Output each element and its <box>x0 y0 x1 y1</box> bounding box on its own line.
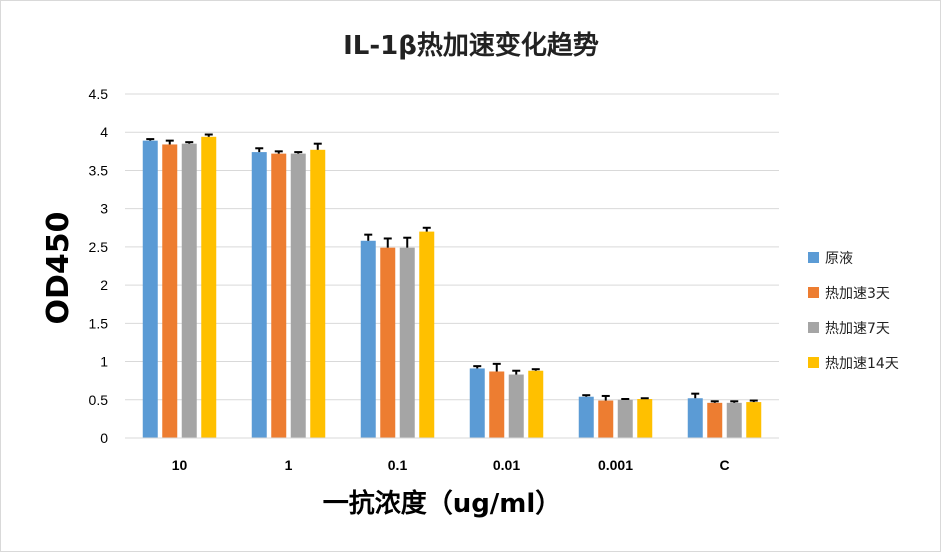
bar <box>290 153 306 439</box>
x-tick-label: 1 <box>285 457 293 473</box>
bar <box>687 398 703 438</box>
y-tick-label: 2 <box>100 277 108 293</box>
y-tick-labels: 0 0.5 1 1.5 2 2.5 3 3.5 4 4.5 <box>89 86 109 446</box>
bar <box>598 400 614 438</box>
y-tick-label: 1.5 <box>89 315 109 331</box>
bar <box>251 152 267 438</box>
chart-title: IL-1β热加速变化趋势 <box>343 30 599 61</box>
bar <box>419 231 435 438</box>
y-tick-label: 4 <box>100 124 108 140</box>
bar <box>637 399 653 438</box>
y-tick-label: 0 <box>100 430 108 446</box>
x-tick-labels: 10 1 0.1 0.01 0.001 C <box>172 457 730 473</box>
bar <box>617 399 633 438</box>
legend-label: 热加速7天 <box>825 321 890 337</box>
legend-label: 热加速3天 <box>825 286 890 302</box>
bar <box>578 396 594 438</box>
bar <box>310 149 326 438</box>
y-tick-label: 3 <box>100 201 108 217</box>
legend-swatch <box>808 287 819 298</box>
legend-swatch <box>808 322 819 333</box>
x-tick-label: 0.001 <box>598 457 633 473</box>
bar <box>380 247 396 438</box>
bar <box>399 247 415 438</box>
bar <box>469 368 485 438</box>
y-tick-label: 4.5 <box>89 86 109 102</box>
x-tick-label: 10 <box>172 457 188 473</box>
bar <box>271 153 287 439</box>
legend-label: 热加速14天 <box>825 356 899 372</box>
bar <box>142 140 158 438</box>
y-tick-label: 1 <box>100 354 108 370</box>
x-tick-label: 0.1 <box>388 457 408 473</box>
legend-swatch <box>808 252 819 263</box>
x-axis-title: 一抗浓度（ug/ml） <box>323 488 562 519</box>
x-tick-label: 0.01 <box>493 457 520 473</box>
legend-swatch <box>808 357 819 368</box>
y-tick-label: 3.5 <box>89 162 109 178</box>
bar <box>528 370 544 438</box>
error-bars <box>146 133 758 403</box>
y-axis-title: OD450 <box>41 211 76 324</box>
gridlines <box>125 93 779 401</box>
bar <box>508 374 524 438</box>
bar <box>162 144 178 438</box>
y-tick-label: 0.5 <box>89 392 109 408</box>
bar <box>489 371 505 438</box>
bar <box>746 402 762 438</box>
bar <box>360 240 376 438</box>
bar <box>201 136 217 438</box>
bar <box>707 402 723 438</box>
y-tick-label: 2.5 <box>89 239 109 255</box>
bar <box>726 402 742 438</box>
bar <box>181 143 197 438</box>
bars <box>142 136 762 439</box>
x-tick-label: C <box>719 457 729 473</box>
legend-label: 原液 <box>825 251 853 267</box>
